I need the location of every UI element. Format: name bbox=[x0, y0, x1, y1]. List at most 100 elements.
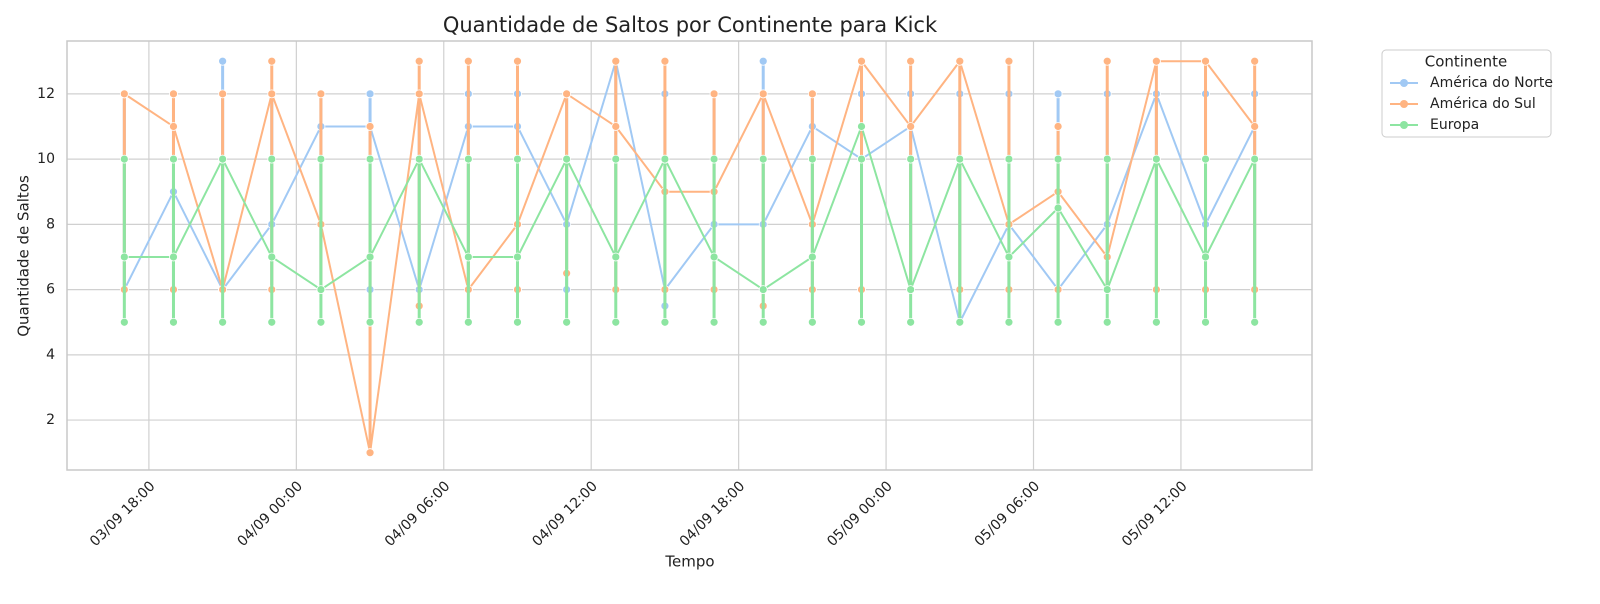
y-tick-label: 4 bbox=[46, 347, 55, 363]
point bbox=[267, 89, 277, 99]
point bbox=[119, 89, 129, 99]
point bbox=[267, 252, 277, 262]
point bbox=[807, 154, 817, 164]
point bbox=[857, 317, 866, 327]
point bbox=[807, 252, 817, 262]
point bbox=[1004, 154, 1014, 164]
point bbox=[709, 317, 719, 327]
point bbox=[1250, 317, 1260, 327]
point bbox=[1151, 317, 1161, 327]
point bbox=[611, 252, 621, 262]
point bbox=[316, 285, 326, 294]
point bbox=[562, 317, 572, 327]
y-tick-label: 10 bbox=[37, 151, 55, 167]
series-line bbox=[124, 123, 1256, 293]
point bbox=[709, 252, 719, 262]
point bbox=[365, 122, 375, 131]
point bbox=[1004, 252, 1014, 262]
point bbox=[611, 154, 621, 164]
point bbox=[1151, 154, 1161, 164]
point bbox=[218, 317, 228, 327]
point bbox=[1250, 122, 1260, 131]
point bbox=[758, 285, 768, 294]
y-axis-label: Quantidade de Saltos bbox=[15, 175, 33, 337]
series-line bbox=[123, 60, 1256, 326]
point bbox=[513, 154, 522, 164]
point bbox=[365, 89, 375, 99]
point bbox=[1250, 56, 1260, 66]
point bbox=[1102, 285, 1112, 294]
point bbox=[267, 56, 277, 66]
y-tick-label: 12 bbox=[37, 86, 55, 102]
point bbox=[857, 122, 866, 131]
point bbox=[414, 56, 424, 66]
point bbox=[1053, 89, 1063, 99]
point bbox=[365, 252, 375, 262]
point bbox=[169, 154, 178, 164]
point bbox=[513, 56, 522, 66]
x-tick-label: 04/09 00:00 bbox=[234, 478, 306, 550]
point bbox=[1053, 122, 1063, 131]
legend-swatch-marker bbox=[1400, 100, 1408, 108]
point bbox=[758, 154, 768, 164]
point bbox=[906, 154, 916, 164]
point bbox=[365, 448, 375, 458]
plot-frame bbox=[66, 40, 1313, 471]
point bbox=[218, 56, 228, 66]
point bbox=[414, 317, 424, 327]
point bbox=[906, 285, 916, 294]
point bbox=[365, 317, 375, 327]
point bbox=[169, 89, 178, 99]
point bbox=[955, 154, 965, 164]
point bbox=[1250, 154, 1260, 164]
point bbox=[1053, 154, 1063, 164]
point bbox=[463, 154, 473, 164]
point bbox=[218, 89, 228, 99]
point bbox=[906, 122, 916, 131]
point bbox=[906, 317, 916, 327]
y-tick-label: 8 bbox=[46, 216, 55, 232]
chart-title: Quantidade de Saltos por Continente para… bbox=[443, 13, 938, 37]
point bbox=[1201, 56, 1210, 66]
point bbox=[119, 252, 129, 262]
x-tick-label: 04/09 06:00 bbox=[382, 478, 454, 550]
point bbox=[169, 252, 178, 262]
point bbox=[119, 154, 129, 164]
point bbox=[709, 154, 719, 164]
legend-box bbox=[1381, 49, 1552, 138]
legend-swatch-marker bbox=[1400, 121, 1408, 129]
point bbox=[611, 122, 621, 131]
point bbox=[316, 154, 326, 164]
legend-label: América do Norte bbox=[1430, 75, 1553, 91]
point bbox=[611, 317, 621, 327]
point bbox=[1053, 317, 1063, 327]
point bbox=[1201, 252, 1210, 262]
point bbox=[316, 89, 326, 99]
legend-title: Continente bbox=[1425, 53, 1508, 71]
point bbox=[807, 89, 817, 99]
point bbox=[1201, 154, 1210, 164]
point bbox=[857, 56, 866, 66]
point bbox=[267, 317, 277, 327]
point bbox=[857, 154, 866, 164]
point bbox=[611, 56, 621, 66]
point bbox=[316, 317, 326, 327]
point bbox=[169, 317, 178, 327]
point bbox=[807, 317, 817, 327]
x-tick-label: 05/09 12:00 bbox=[1119, 478, 1191, 550]
legend-label: Europa bbox=[1430, 117, 1479, 133]
x-tick-label: 04/09 12:00 bbox=[529, 478, 601, 550]
y-tick-label: 2 bbox=[46, 412, 55, 428]
point bbox=[513, 252, 522, 262]
x-tick-label: 05/09 06:00 bbox=[972, 478, 1044, 550]
point bbox=[955, 317, 965, 327]
point bbox=[513, 317, 522, 327]
x-tick-label: 05/09 00:00 bbox=[824, 478, 896, 550]
point bbox=[660, 56, 670, 66]
point bbox=[1004, 56, 1014, 66]
point bbox=[758, 317, 768, 327]
point bbox=[365, 154, 375, 164]
point bbox=[1053, 203, 1063, 213]
legend-swatch-marker bbox=[1400, 79, 1408, 87]
